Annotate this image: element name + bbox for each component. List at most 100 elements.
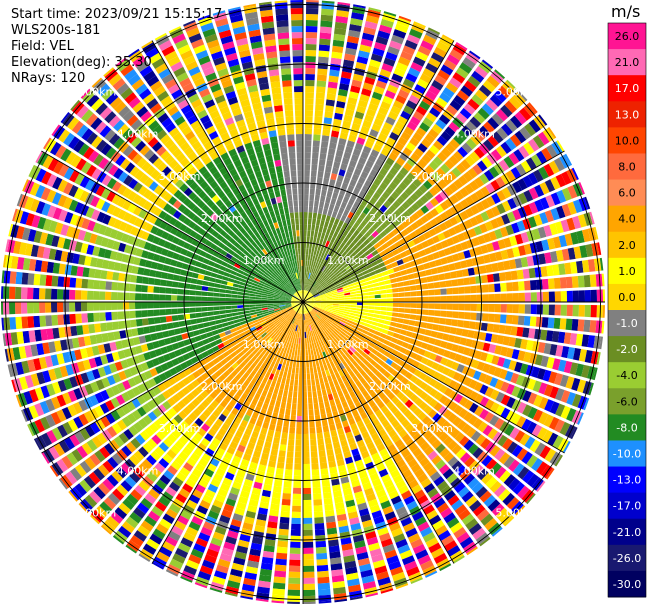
velocity-bin: [314, 295, 321, 299]
velocity-bin: [270, 324, 276, 330]
velocity-bin: [286, 451, 294, 458]
velocity-bin: [67, 419, 79, 432]
velocity-bin: [318, 359, 323, 366]
velocity-bin: [232, 435, 241, 444]
velocity-bin: [274, 2, 288, 10]
velocity-bin: [430, 208, 439, 218]
velocity-bin: [238, 184, 246, 193]
velocity-bin: [361, 198, 369, 207]
velocity-bin: [453, 224, 462, 234]
velocity-bin: [148, 350, 157, 359]
velocity-bin: [102, 460, 114, 473]
velocity-bin: [391, 248, 400, 256]
velocity-bin: [179, 467, 191, 477]
velocity-bin: [263, 284, 271, 289]
velocity-bin: [215, 493, 226, 503]
velocity-bin: [222, 477, 233, 487]
velocity-bin: [274, 111, 284, 118]
velocity-bin: [105, 413, 116, 425]
velocity-bin: [309, 421, 315, 428]
velocity-bin: [315, 225, 320, 232]
velocity-bin: [307, 391, 313, 398]
velocity-bin: [231, 385, 239, 394]
velocity-bin: [256, 400, 264, 408]
velocity-bin: [271, 178, 279, 186]
velocity-bin: [213, 287, 221, 293]
velocity-bin: [448, 121, 460, 133]
velocity-bin: [107, 260, 116, 270]
velocity-bin: [388, 213, 397, 222]
velocity-bin: [249, 461, 258, 470]
velocity-bin: [320, 281, 326, 286]
velocity-bin: [282, 86, 293, 93]
velocity-bin: [447, 171, 457, 182]
velocity-bin: [277, 128, 286, 136]
velocity-bin: [78, 413, 89, 426]
velocity-bin: [103, 160, 114, 173]
velocity-bin: [391, 34, 405, 45]
velocity-bin: [133, 467, 145, 479]
velocity-bin: [38, 356, 48, 370]
velocity-bin: [324, 233, 329, 241]
velocity-bin: [153, 278, 161, 286]
velocity-bin: [387, 268, 395, 275]
velocity-bin: [512, 281, 519, 292]
velocity-bin: [364, 249, 371, 257]
velocity-bin: [209, 587, 223, 593]
velocity-bin: [224, 417, 233, 426]
velocity-bin: [204, 418, 214, 428]
velocity-bin: [243, 298, 250, 302]
velocity-bin: [247, 334, 255, 341]
velocity-bin: [379, 532, 391, 542]
velocity-bin: [215, 18, 229, 28]
velocity-bin: [304, 188, 309, 195]
velocity-bin: [301, 290, 303, 297]
velocity-bin: [306, 292, 311, 298]
velocity-bin: [173, 414, 183, 424]
velocity-bin: [121, 253, 130, 263]
velocity-bin: [171, 302, 178, 308]
velocity-bin: [138, 239, 147, 249]
velocity-bin: [354, 257, 362, 264]
velocity-bin: [91, 98, 104, 112]
velocity-bin: [253, 365, 260, 372]
velocity-bin: [113, 331, 121, 340]
velocity-bin: [192, 408, 202, 417]
velocity-bin: [220, 152, 230, 161]
velocity-bin: [235, 389, 244, 397]
velocity-bin: [69, 434, 81, 447]
velocity-bin: [406, 216, 415, 225]
velocity-bin: [198, 16, 213, 27]
velocity-bin: [81, 278, 89, 289]
velocity-bin: [341, 445, 350, 453]
velocity-bin: [274, 292, 281, 296]
velocity-bin: [176, 355, 185, 364]
velocity-bin: [476, 294, 483, 302]
velocity-bin: [327, 87, 337, 95]
velocity-bin: [80, 242, 89, 254]
velocity-bin: [409, 116, 421, 126]
velocity-bin: [315, 378, 320, 385]
velocity-bin: [165, 287, 172, 294]
velocity-bin: [168, 351, 177, 360]
velocity-bin: [474, 246, 483, 256]
velocity-bin: [270, 81, 281, 89]
velocity-bin: [274, 431, 281, 439]
velocity-bin: [103, 365, 112, 376]
velocity-bin: [99, 501, 113, 514]
velocity-bin: [305, 291, 309, 297]
velocity-bin: [204, 489, 216, 499]
velocity-bin: [165, 535, 178, 547]
velocity-bin: [249, 205, 257, 214]
velocity-bin: [202, 409, 212, 418]
velocity-bin: [337, 274, 344, 280]
velocity-bin: [274, 564, 287, 572]
velocity-bin: [299, 313, 301, 320]
velocity-bin: [191, 239, 200, 247]
velocity-bin: [117, 525, 132, 539]
velocity-bin: [310, 230, 315, 237]
velocity-bin: [244, 340, 252, 347]
velocity-bin: [163, 469, 175, 481]
velocity-bin: [244, 269, 252, 275]
velocity-bin: [324, 503, 334, 511]
